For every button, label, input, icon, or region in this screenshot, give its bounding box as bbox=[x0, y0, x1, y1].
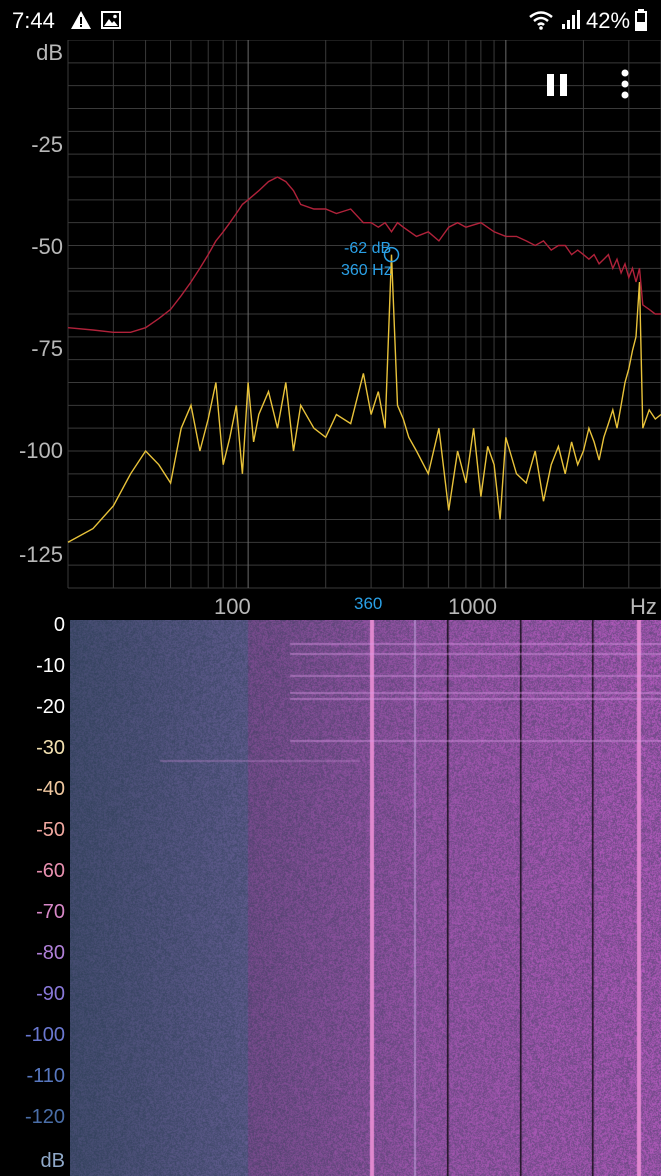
spectrogram-scale-label: 0 bbox=[53, 614, 65, 636]
y-tick-label: -25 bbox=[31, 132, 63, 157]
spectrogram-scale-label: -30 bbox=[36, 737, 65, 759]
spectrogram-view[interactable]: 0 -10 -20 -30 -40 -50 -60 -70 -80 -90 -100 -110 -120… bbox=[0, 614, 661, 1176]
spectrogram-scale-label: -60 bbox=[36, 860, 65, 882]
spectrogram-image bbox=[70, 620, 661, 1176]
marker-frequency-label: 360 bbox=[354, 594, 383, 613]
spectrogram-scale-label: -50 bbox=[36, 819, 65, 841]
x-tick-label: 1000 bbox=[448, 594, 497, 619]
y-tick-label: -100 bbox=[18, 438, 63, 463]
spectrogram-scale-label: -40 bbox=[36, 778, 65, 800]
spectrogram-scale-unit: dB bbox=[40, 1150, 65, 1172]
y-tick-label: -75 bbox=[31, 336, 63, 361]
more-vertical-icon bbox=[621, 69, 629, 99]
spectrogram-scale-label: -110 bbox=[26, 1065, 65, 1087]
warning-icon bbox=[71, 11, 91, 29]
spectrogram-scale-label: -10 bbox=[36, 655, 65, 677]
spectrogram-scale-label: -70 bbox=[36, 901, 65, 923]
peak-hold-trace bbox=[67, 176, 661, 333]
y-tick-label: -125 bbox=[18, 542, 63, 567]
x-tick-label: 100 bbox=[214, 594, 251, 619]
gallery-icon bbox=[101, 11, 121, 29]
peak-hz-readout: 360 Hz bbox=[341, 262, 392, 279]
spectrogram-scale-label: -90 bbox=[36, 983, 65, 1005]
spectrogram-scale-label: -80 bbox=[36, 942, 65, 964]
y-tick-label: -50 bbox=[31, 234, 63, 259]
spectrogram-scale-label: -20 bbox=[36, 696, 65, 718]
y-axis-unit-label: dB bbox=[36, 40, 63, 65]
spectrum-view[interactable]: dB -25 -50 -75 -100 -125 100 360 1000 Hz… bbox=[0, 40, 661, 620]
status-time: 7:44 bbox=[12, 8, 55, 33]
pause-button[interactable] bbox=[540, 68, 574, 102]
spectrogram-scale-label: -120 bbox=[24, 1106, 65, 1128]
live-spectrum-trace bbox=[67, 254, 661, 543]
wifi-icon bbox=[529, 11, 553, 30]
battery-icon bbox=[635, 9, 647, 31]
battery-percent: 42% bbox=[586, 8, 631, 33]
status-bar: 7:44 42% bbox=[0, 0, 661, 40]
peak-marker-circle bbox=[383, 246, 400, 263]
pause-icon bbox=[547, 74, 567, 96]
spectrum-plot bbox=[67, 40, 661, 589]
signal-icon bbox=[562, 10, 580, 29]
x-axis-unit-label: Hz bbox=[630, 594, 657, 619]
peak-db-readout: -62 dB bbox=[344, 240, 392, 257]
spectrogram-scale-label: -100 bbox=[24, 1024, 65, 1046]
more-options-button[interactable] bbox=[612, 66, 638, 104]
